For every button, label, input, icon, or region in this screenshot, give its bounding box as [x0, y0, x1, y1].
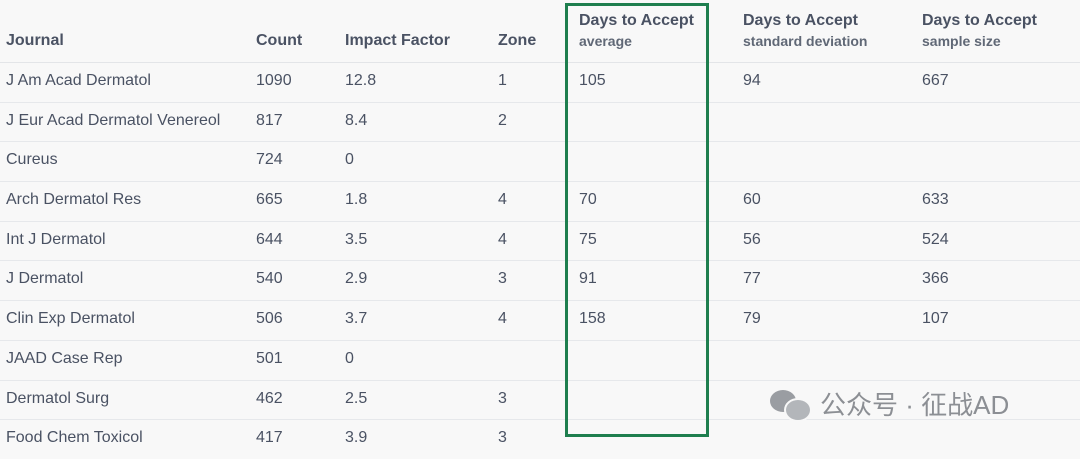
cell-impact-factor: 3.5: [345, 230, 368, 248]
table-row: Food Chem Toxicol 417 3.9 3: [0, 420, 1080, 459]
header-zone: Zone: [498, 32, 537, 49]
cell-count: 665: [256, 191, 283, 209]
cell-days-avg: 91: [579, 270, 597, 288]
header-days-n-sub: sample size: [922, 33, 1001, 49]
cell-days-n: 107: [922, 310, 949, 328]
header-journal: Journal: [6, 32, 64, 49]
cell-impact-factor: 2.9: [345, 270, 368, 288]
cell-impact-factor: 1.8: [345, 191, 368, 209]
cell-impact-factor: 3.9: [345, 429, 368, 447]
cell-zone: 3: [498, 389, 507, 407]
header-days-sd: Days to Accept standard deviation: [743, 10, 867, 52]
cell-journal: J Dermatol: [6, 270, 84, 288]
watermark-text: 公众号 · 征战AD: [820, 389, 1010, 420]
header-days-n-title: Days to Accept: [922, 12, 1037, 29]
cell-zone: 2: [498, 111, 507, 129]
table-row: JAAD Case Rep 501 0: [0, 341, 1080, 381]
cell-days-avg: 105: [579, 72, 606, 89]
cell-days-n: 366: [922, 270, 949, 288]
table-row: Arch Dermatol Res 665 1.8 4 70 60 633: [0, 182, 1080, 222]
cell-days-sd: 60: [743, 191, 761, 209]
cell-zone: 4: [498, 191, 507, 209]
cell-zone: 4: [498, 230, 507, 248]
cell-days-sd: 77: [743, 270, 761, 288]
header-days-n: Days to Accept sample size: [922, 10, 1037, 52]
cell-impact-factor: 0: [345, 349, 354, 367]
cell-journal: Cureus: [6, 151, 58, 169]
cell-impact-factor: 0: [345, 151, 354, 169]
table-row: Clin Exp Dermatol 506 3.7 4 158 79 107: [0, 301, 1080, 341]
watermark: 公众号 · 征战AD: [770, 385, 1010, 422]
cell-days-n: 667: [922, 72, 949, 89]
cell-count: 1090: [256, 72, 292, 89]
table-body: J Am Acad Dermatol 1090 12.8 1 105 94 667 J Eur…: [0, 63, 1080, 459]
cell-impact-factor: 8.4: [345, 111, 368, 129]
cell-days-sd: 94: [743, 72, 761, 89]
cell-zone: 4: [498, 310, 507, 328]
cell-journal: Food Chem Toxicol: [6, 429, 143, 447]
table-row: J Dermatol 540 2.9 3 91 77 366: [0, 261, 1080, 302]
cell-impact-factor: 12.8: [345, 72, 377, 89]
table-row: J Eur Acad Dermatol Venereol 817 8.4 2: [0, 103, 1080, 143]
cell-days-avg: 158: [579, 310, 606, 328]
cell-count: 817: [256, 111, 283, 129]
cell-journal: J Eur Acad Dermatol Venereol: [6, 111, 221, 129]
cell-count: 506: [256, 310, 283, 328]
cell-impact-factor: 3.7: [345, 310, 368, 328]
header-days-sd-title: Days to Accept: [743, 12, 858, 29]
cell-journal: J Am Acad Dermatol: [6, 72, 151, 89]
table-row: Cureus 724 0: [0, 142, 1080, 183]
cell-impact-factor: 2.5: [345, 389, 368, 407]
cell-days-n: 633: [922, 191, 949, 209]
wechat-icon: [770, 386, 812, 422]
cell-zone: 1: [498, 72, 507, 89]
cell-days-n: 524: [922, 230, 949, 248]
table-row: Int J Dermatol 644 3.5 4 75 56 524: [0, 222, 1080, 262]
cell-count: 501: [256, 349, 283, 367]
cell-journal: Int J Dermatol: [6, 230, 106, 248]
cell-count: 644: [256, 230, 283, 248]
cell-journal: Arch Dermatol Res: [6, 191, 142, 209]
table-row: J Am Acad Dermatol 1090 12.8 1 105 94 667: [0, 63, 1080, 103]
table-row: Dermatol Surg 462 2.5 3: [0, 381, 1080, 421]
cell-days-sd: 79: [743, 310, 761, 328]
cell-days-sd: 56: [743, 230, 761, 248]
cell-zone: 3: [498, 270, 507, 288]
header-days-avg: Days to Accept average: [579, 10, 694, 52]
header-count: Count: [256, 32, 303, 49]
cell-zone: 3: [498, 429, 507, 447]
header-days-sd-sub: standard deviation: [743, 33, 868, 49]
cell-days-avg: 70: [579, 191, 597, 209]
header-days-avg-sub: average: [579, 33, 632, 49]
cell-journal: JAAD Case Rep: [6, 349, 123, 367]
header-days-avg-title: Days to Accept: [579, 12, 694, 29]
cell-count: 540: [256, 270, 283, 288]
cell-days-avg: 75: [579, 230, 597, 248]
header-impact-factor: Impact Factor: [345, 32, 450, 49]
cell-journal: Dermatol Surg: [6, 389, 110, 407]
table-header: Journal Count Impact Factor Zone Days to…: [0, 0, 1080, 63]
cell-count: 724: [256, 151, 283, 169]
cell-count: 417: [256, 429, 283, 447]
cell-count: 462: [256, 389, 283, 407]
cell-journal: Clin Exp Dermatol: [6, 310, 135, 328]
